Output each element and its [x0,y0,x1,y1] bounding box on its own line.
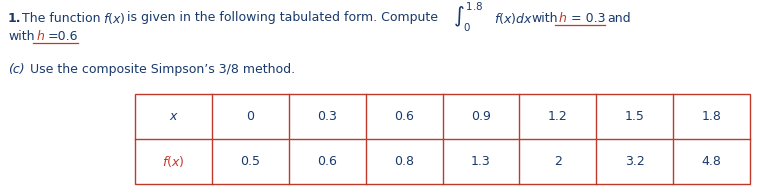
Text: x: x [169,110,177,123]
Text: The function: The function [22,11,101,24]
Text: $\int_0^{1.8}$: $\int_0^{1.8}$ [453,0,483,34]
Text: 1.2: 1.2 [548,110,568,123]
Text: 2: 2 [554,155,562,168]
Text: 1.5: 1.5 [625,110,645,123]
Text: 0.6: 0.6 [394,110,414,123]
Text: with: with [531,11,558,24]
Bar [135,94,750,184]
Text: with: with [8,29,34,42]
Text: (c): (c) [8,63,24,76]
Text: = 0.3: = 0.3 [571,11,606,24]
Text: is given in the following tabulated form. Compute: is given in the following tabulated form… [127,11,438,24]
Text: =0.6: =0.6 [48,29,79,42]
Text: Use the composite Simpson’s 3/8 method.: Use the composite Simpson’s 3/8 method. [30,63,295,76]
Text: 1.3: 1.3 [471,155,491,168]
Text: $h$: $h$ [558,11,567,25]
Text: $h$: $h$ [36,29,45,43]
Text: $f(x)$: $f(x)$ [103,10,125,25]
Text: 4.8: 4.8 [702,155,722,168]
Text: 1.: 1. [8,11,21,24]
Text: 0: 0 [246,110,254,123]
Text: 3.2: 3.2 [625,155,645,168]
Text: $f(x)dx$: $f(x)dx$ [494,10,533,25]
Text: 0.9: 0.9 [471,110,491,123]
Text: $f(x)$: $f(x)$ [163,154,185,169]
Text: 0.8: 0.8 [394,155,414,168]
Text: 0.3: 0.3 [317,110,337,123]
Text: 0.5: 0.5 [240,155,260,168]
Text: 0.6: 0.6 [317,155,337,168]
Text: 1.8: 1.8 [702,110,722,123]
Text: and: and [607,11,631,24]
